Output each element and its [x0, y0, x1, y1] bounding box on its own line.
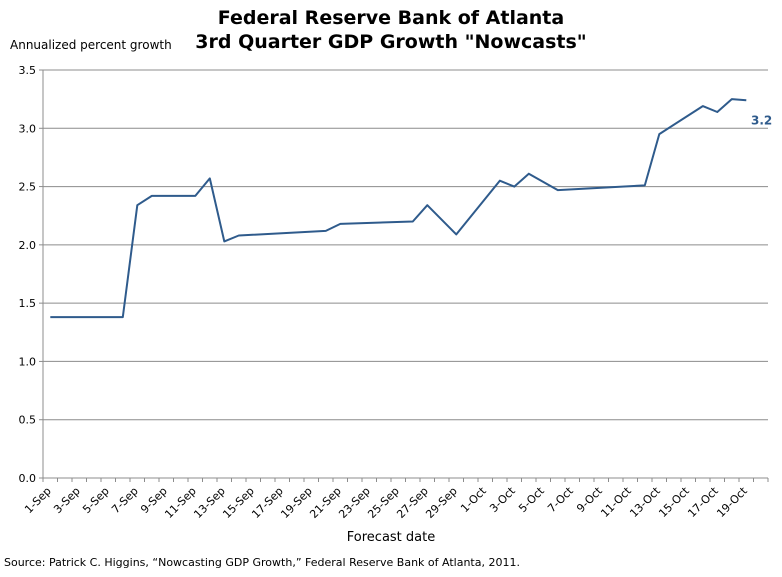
x-tick-label: 1-Oct	[458, 484, 489, 515]
source-note: Source: Patrick C. Higgins, “Nowcasting …	[4, 556, 520, 569]
series-lines	[50, 98, 747, 319]
x-tick-label: 5-Oct	[516, 484, 547, 515]
y-tick-label: 1.5	[19, 297, 37, 310]
chart-title: Federal Reserve Bank of Atlanta	[217, 7, 565, 29]
end-value-label: 3.2	[751, 113, 772, 127]
y-tick-label: 3.5	[19, 64, 37, 77]
x-tick-label: 3-Oct	[487, 484, 518, 515]
y-tick-label: 2.5	[19, 181, 37, 194]
y-tick-label: 0.5	[19, 414, 37, 427]
x-tick-label: 17-Oct	[685, 484, 721, 520]
x-tick-label: 29-Sep	[423, 484, 460, 521]
x-tick-label: 5-Sep	[80, 484, 112, 516]
y-tick-label: 3.0	[19, 122, 37, 135]
data-labels: 3.2	[751, 113, 772, 127]
x-tick-label: 25-Sep	[365, 484, 402, 521]
chart-subtitle: 3rd Quarter GDP Growth "Nowcasts"	[195, 31, 587, 53]
x-tick-label: 21-Sep	[307, 484, 344, 521]
x-tick-label: 13-Sep	[191, 484, 228, 521]
x-tick-label: 7-Sep	[109, 484, 141, 516]
x-tick-label: 19-Sep	[278, 484, 315, 521]
x-tick-label: 15-Oct	[656, 484, 692, 520]
x-tick-label: 1-Sep	[22, 484, 54, 516]
x-tick-label: 7-Oct	[545, 484, 576, 515]
x-axis-label: Forecast date	[346, 530, 436, 545]
y-tick-label: 0.0	[19, 472, 37, 485]
x-tick-label: 11-Oct	[598, 484, 634, 520]
x-tick-label: 11-Sep	[162, 484, 199, 521]
x-tick-label: 27-Sep	[394, 484, 431, 521]
y-axis-label: Annualized percent growth	[10, 38, 172, 52]
x-tick-label: 19-Oct	[714, 484, 750, 520]
x-tick-label: 15-Sep	[220, 484, 257, 521]
y-tick-labels: 0.0 0.5 1.0 1.5 2.0 2.5 3.0 3.5	[19, 64, 37, 485]
x-tick-label: 17-Sep	[249, 484, 286, 521]
gridlines	[43, 69, 768, 421]
x-tick-label: 3-Sep	[51, 484, 83, 516]
x-tick-label: 13-Oct	[627, 484, 663, 520]
axes	[39, 69, 769, 482]
series-line	[50, 98, 747, 319]
y-tick-label: 2.0	[19, 239, 37, 252]
x-tick-label: 23-Sep	[336, 484, 373, 521]
x-tick-labels: 1-Sep3-Sep5-Sep7-Sep9-Sep11-Sep13-Sep15-…	[22, 484, 750, 521]
y-tick-label: 1.0	[19, 355, 37, 368]
